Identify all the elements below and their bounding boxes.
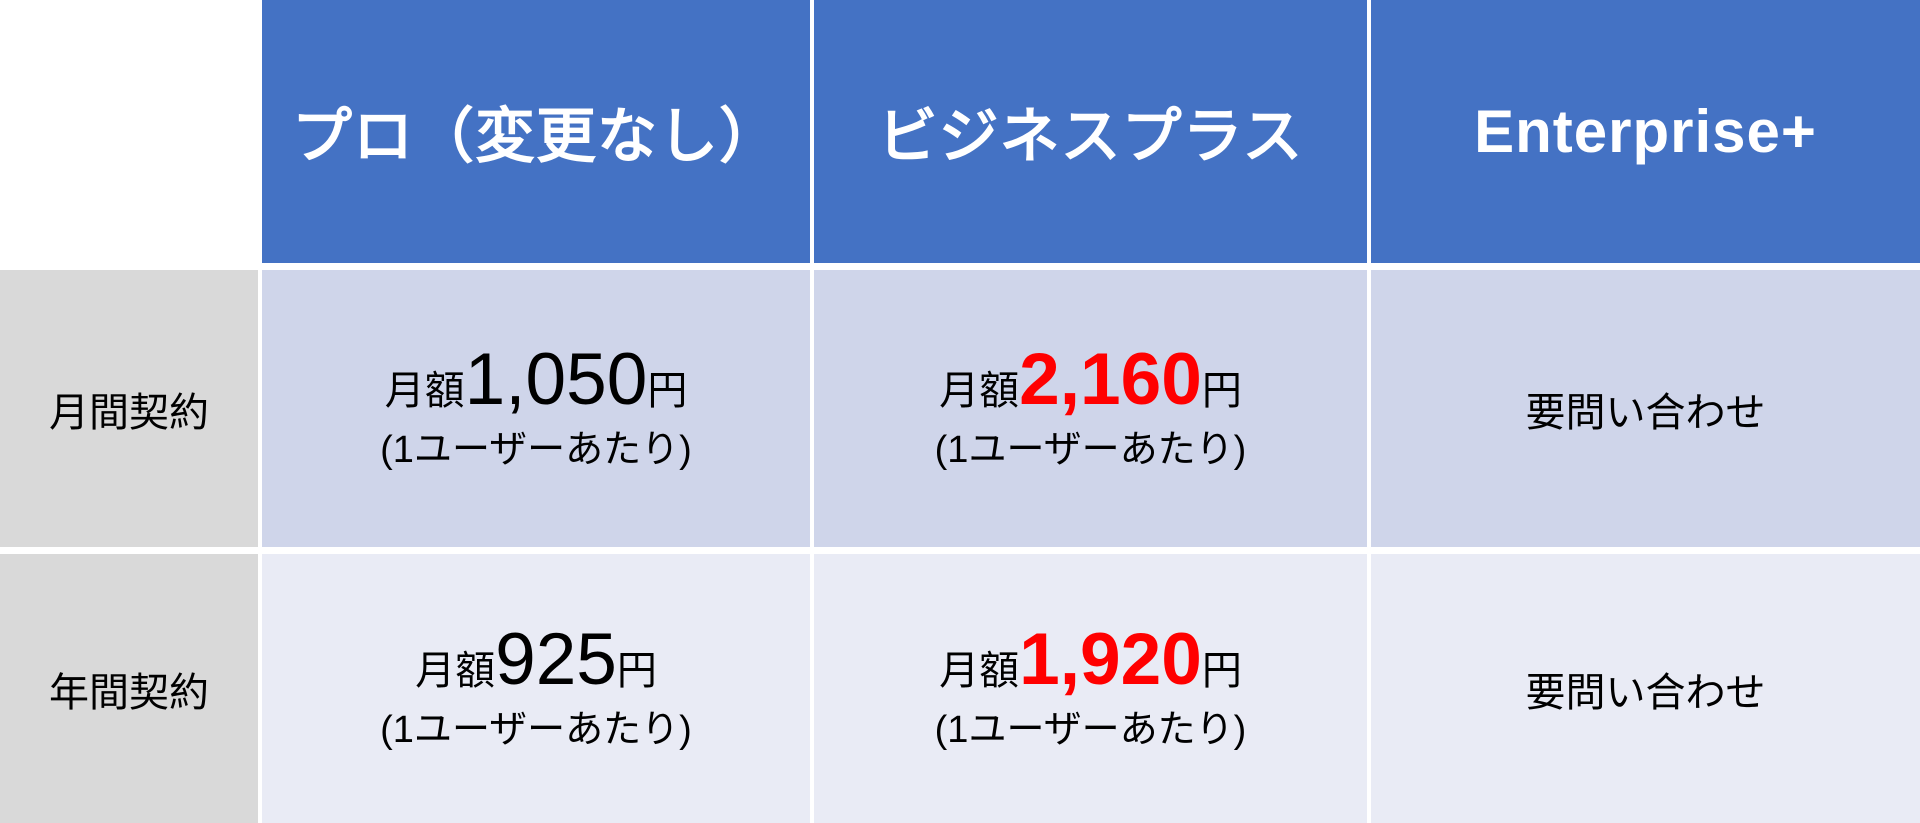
header-cell-business-plus: ビジネスプラス <box>814 0 1367 263</box>
price-cell-business-plus-monthly: 月額2,160円 (1ユーザーあたり) <box>814 270 1367 547</box>
price-amount-highlighted: 1,920 <box>1019 619 1202 701</box>
header-label-business-plus: ビジネスプラス <box>877 103 1304 170</box>
price-cell-business-plus-annual: 月額1,920円 (1ユーザーあたり) <box>814 554 1367 823</box>
price-suffix: 円 <box>616 649 657 694</box>
price-line: 月額925円 <box>415 623 657 696</box>
price-prefix: 月額 <box>939 649 1020 694</box>
row-label-annual-text: 年間契約 <box>49 670 209 715</box>
price-suffix: 円 <box>647 369 688 414</box>
price-cell-enterprise-annual: 要問い合わせ <box>1371 554 1920 823</box>
price-amount: 925 <box>495 619 617 701</box>
price-caption: (1ユーザーあたり) <box>934 709 1247 752</box>
header-cell-enterprise: Enterprise+ <box>1371 0 1920 263</box>
row-label-monthly-contract: 月間契約 <box>0 270 258 547</box>
price-caption: (1ユーザーあたり) <box>934 429 1247 472</box>
header-label-pro: プロ（変更なし） <box>292 103 780 170</box>
price-prefix: 月額 <box>939 369 1020 414</box>
price-cell-pro-annual: 月額925円 (1ユーザーあたり) <box>262 554 810 823</box>
header-cell-pro: プロ（変更なし） <box>262 0 810 263</box>
price-line: 月額2,160円 <box>939 343 1242 416</box>
price-line: 月額1,920円 <box>939 623 1242 696</box>
price-cell-enterprise-monthly: 要問い合わせ <box>1371 270 1920 547</box>
price-line: 月額1,050円 <box>385 343 688 416</box>
contact-required-text: 要問い合わせ <box>1525 390 1766 435</box>
price-amount: 1,050 <box>464 339 648 421</box>
price-suffix: 円 <box>1201 649 1242 694</box>
price-suffix: 円 <box>1201 369 1242 414</box>
price-caption: (1ユーザーあたり) <box>380 709 692 752</box>
contact-required-text: 要問い合わせ <box>1525 670 1766 715</box>
price-prefix: 月額 <box>384 369 465 414</box>
price-caption: (1ユーザーあたり) <box>380 429 692 472</box>
row-label-monthly-text: 月間契約 <box>49 390 209 435</box>
price-cell-pro-monthly: 月額1,050円 (1ユーザーあたり) <box>262 270 810 547</box>
corner-empty-cell <box>0 0 258 263</box>
price-amount-highlighted: 2,160 <box>1019 339 1202 421</box>
header-label-enterprise: Enterprise+ <box>1474 98 1817 165</box>
price-prefix: 月額 <box>415 649 496 694</box>
row-label-annual-contract: 年間契約 <box>0 554 258 823</box>
